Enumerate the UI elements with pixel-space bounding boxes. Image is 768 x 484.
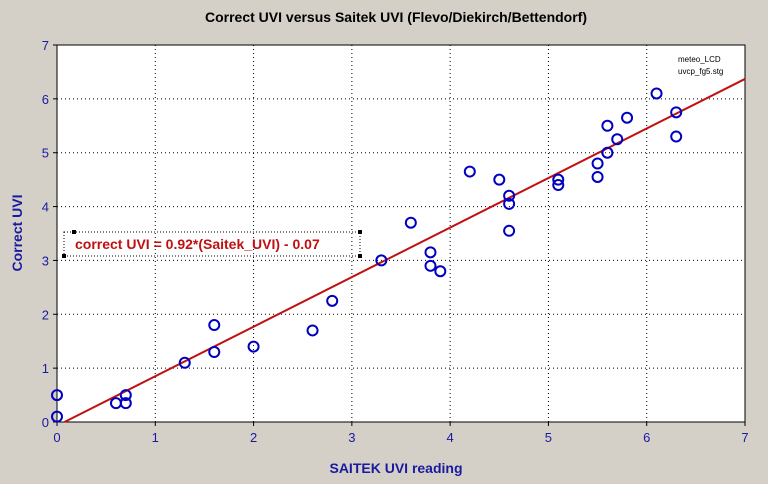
data-point	[591, 170, 604, 183]
data-point	[503, 197, 516, 210]
y-tick-label: 0	[42, 415, 49, 430]
data-point	[178, 356, 191, 369]
x-tick-label: 6	[643, 430, 650, 445]
equation-box-handle	[358, 230, 362, 234]
regression-equation: correct UVI = 0.92*(Saitek_UVI) - 0.07	[75, 236, 320, 252]
y-tick-label: 7	[42, 38, 49, 53]
data-point	[375, 254, 388, 267]
note-meteo-lcd: meteo_LCD	[678, 55, 721, 64]
note-file-name: uvcp_fg5.stg	[678, 67, 723, 76]
x-tick-label: 0	[53, 430, 60, 445]
data-point	[670, 130, 683, 143]
data-point	[503, 224, 516, 237]
data-point	[601, 146, 614, 159]
data-point	[119, 397, 132, 410]
data-point	[119, 389, 132, 402]
x-tick-label: 5	[545, 430, 552, 445]
y-tick-label: 5	[42, 146, 49, 161]
axis-ticks: 0 1 2 3 4 5 6 7 0 1 2 3 4 5 6 7	[42, 38, 749, 445]
data-point	[51, 389, 63, 402]
chart-title: Correct UVI versus Saitek UVI (Flevo/Die…	[205, 9, 587, 25]
data-point	[404, 216, 417, 229]
x-tick-label: 3	[348, 430, 355, 445]
data-point	[650, 87, 663, 100]
data-point	[424, 246, 437, 259]
x-tick-label: 4	[447, 430, 454, 445]
equation-box-handle	[358, 254, 362, 258]
data-point	[601, 119, 614, 132]
fit-line-group	[64, 78, 746, 423]
data-point	[463, 165, 476, 178]
y-tick-label: 1	[42, 361, 49, 376]
y-tick-label: 2	[42, 307, 49, 322]
equation-box	[63, 231, 361, 257]
equation-box-handle	[72, 230, 76, 234]
x-tick-label: 1	[152, 430, 159, 445]
y-axis-label: Correct UVI	[9, 194, 25, 271]
regression-line	[64, 78, 746, 423]
data-point	[208, 319, 221, 332]
data-point	[503, 189, 516, 202]
data-point	[493, 173, 506, 186]
data-point	[670, 106, 683, 119]
data-points	[51, 87, 683, 423]
data-point	[434, 265, 447, 278]
plot-area	[56, 44, 746, 423]
x-tick-label: 7	[741, 430, 748, 445]
x-tick-label: 2	[250, 430, 257, 445]
data-point	[621, 111, 634, 124]
y-tick-label: 4	[42, 200, 49, 215]
data-point	[611, 133, 624, 146]
grid-lines	[57, 45, 745, 422]
data-point	[306, 324, 319, 337]
data-point	[326, 294, 339, 307]
data-point	[591, 157, 604, 170]
data-point	[208, 345, 221, 358]
y-tick-label: 3	[42, 253, 49, 268]
data-point	[552, 173, 565, 186]
data-point	[552, 179, 565, 192]
data-point	[51, 410, 63, 423]
equation-box-handle	[62, 254, 66, 258]
data-point	[247, 340, 260, 353]
y-tick-label: 6	[42, 92, 49, 107]
x-axis-label: SAITEK UVI reading	[329, 460, 462, 476]
data-point	[424, 259, 437, 272]
